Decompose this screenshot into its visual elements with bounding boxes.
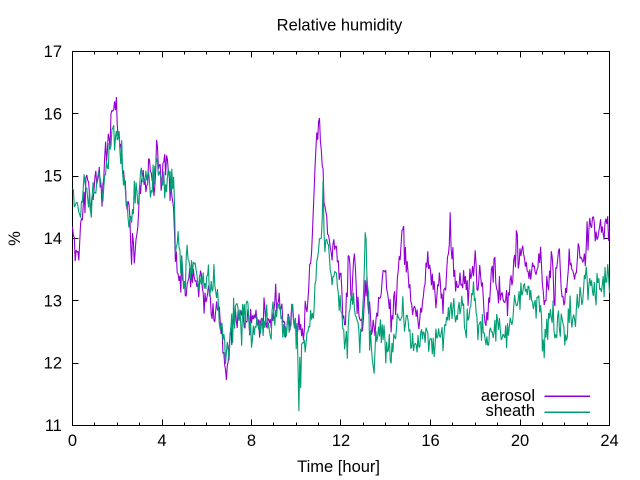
svg-text:16: 16 (421, 432, 439, 450)
svg-text:sheath: sheath (485, 402, 535, 420)
svg-text:14: 14 (44, 230, 62, 248)
svg-text:17: 17 (44, 43, 62, 61)
svg-text:24: 24 (600, 432, 618, 450)
svg-text:8: 8 (247, 432, 256, 450)
svg-text:4: 4 (157, 432, 166, 450)
svg-text:20: 20 (511, 432, 529, 450)
svg-text:Relative humidity: Relative humidity (277, 17, 403, 35)
svg-text:%: % (6, 231, 24, 246)
svg-text:0: 0 (68, 432, 77, 450)
svg-text:11: 11 (45, 417, 62, 435)
svg-text:12: 12 (44, 355, 62, 373)
svg-text:15: 15 (44, 168, 62, 186)
svg-text:16: 16 (44, 105, 62, 123)
svg-text:13: 13 (44, 292, 62, 310)
svg-text:12: 12 (332, 432, 350, 450)
svg-text:aerosol: aerosol (481, 387, 535, 405)
svg-text:Time [hour]: Time [hour] (297, 458, 380, 476)
